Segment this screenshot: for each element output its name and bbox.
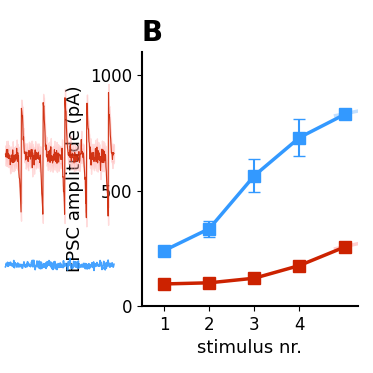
- Y-axis label: EPSC amplitude (pA): EPSC amplitude (pA): [66, 86, 84, 272]
- X-axis label: stimulus nr.: stimulus nr.: [197, 339, 303, 357]
- Text: B: B: [142, 19, 163, 47]
